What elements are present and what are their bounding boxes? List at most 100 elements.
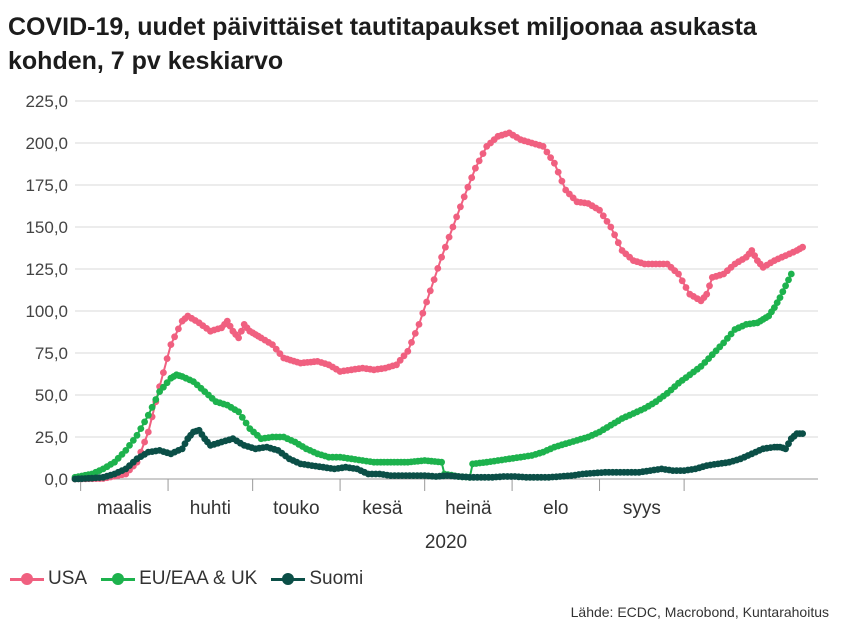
data-point (226, 322, 234, 330)
data-point (776, 294, 784, 301)
data-point (706, 282, 713, 290)
x-tick-label: touko (273, 498, 319, 519)
series-suomi (71, 426, 806, 483)
data-point (126, 442, 133, 449)
y-tick-label: 25,0 (35, 428, 68, 447)
data-point (678, 277, 686, 285)
x-axis-year-label: 2020 (425, 532, 467, 553)
data-point (423, 298, 430, 306)
data-point (163, 379, 171, 387)
data-point (144, 411, 152, 419)
data-point (543, 148, 551, 156)
legend-label: USA (48, 568, 88, 589)
data-point (785, 440, 792, 448)
data-point (720, 339, 727, 347)
x-tick-label: kesä (362, 498, 403, 519)
data-point (426, 287, 434, 295)
data-point (611, 231, 618, 239)
data-point (438, 458, 445, 466)
data-point (603, 218, 611, 225)
data-point (272, 345, 280, 353)
data-point (799, 430, 806, 437)
data-point (751, 252, 758, 259)
data-point (558, 177, 566, 185)
y-tick-label: 125,0 (25, 260, 68, 279)
y-axis-ticks: 0,0 25,0 50,0 75,0 100,0 125,0 150,0 175,0 200,0… (25, 92, 68, 489)
data-point (160, 369, 167, 376)
data-point (442, 243, 449, 251)
data-point (596, 206, 603, 214)
data-point (445, 233, 453, 241)
data-point (787, 270, 795, 278)
grid-lines (75, 100, 818, 438)
y-tick-label: 50,0 (35, 386, 68, 405)
data-point (181, 440, 189, 448)
legend-swatch (271, 572, 306, 586)
data-point (782, 282, 789, 290)
x-tick-label: heinä (445, 498, 492, 519)
legend-label: Suomi (309, 568, 364, 589)
data-point (269, 341, 276, 348)
data-point (460, 193, 468, 201)
data-point (152, 396, 160, 403)
data-point (799, 243, 806, 251)
data-point (468, 174, 476, 182)
data-point (276, 350, 284, 357)
data-point (675, 270, 682, 278)
data-point (175, 325, 182, 333)
data-point (472, 164, 479, 172)
y-tick-label: 75,0 (35, 344, 68, 363)
y-tick-label: 150,0 (25, 218, 68, 237)
data-point (554, 168, 562, 176)
data-point (144, 428, 152, 436)
chart-svg: 0,0 25,0 50,0 75,0 100,0 125,0 150,0 175,0 200,0… (25, 92, 818, 553)
data-point (235, 408, 243, 416)
data-point (607, 223, 615, 231)
data-point (475, 157, 483, 165)
source-note: Lähde: ECDC, Macrobond, Kuntarahoitus (570, 604, 829, 620)
data-point (141, 418, 149, 426)
data-point (400, 352, 408, 360)
data-point (430, 276, 438, 283)
data-point (396, 356, 404, 364)
y-tick-label: 100,0 (25, 302, 68, 321)
y-tick-label: 0,0 (44, 470, 68, 489)
x-tick-label: elo (543, 498, 568, 519)
data-point (547, 154, 554, 162)
data-point (415, 321, 423, 328)
data-point (419, 309, 427, 317)
x-axis-ticks: maalis huhti touko kesä heinä elo syys (80, 479, 685, 519)
data-point (129, 437, 137, 444)
data-point (163, 355, 171, 362)
data-point (551, 159, 558, 167)
data-point (137, 425, 145, 432)
data-point (235, 334, 243, 342)
data-point (171, 333, 179, 341)
data-point (727, 330, 735, 338)
data-point (133, 431, 141, 439)
series-eu-eaa-uk (71, 270, 795, 481)
data-point (748, 247, 756, 254)
data-point (122, 447, 130, 454)
data-point (779, 288, 787, 296)
y-tick-label: 225,0 (25, 92, 68, 111)
data-point (438, 253, 445, 261)
data-point (160, 383, 167, 391)
data-point (449, 223, 457, 231)
legend-label: EU/EAA & UK (139, 568, 258, 589)
data-point (785, 276, 792, 284)
data-point (703, 290, 711, 298)
data-point (682, 284, 690, 291)
data-point (404, 347, 412, 355)
series-usa (71, 129, 806, 483)
data-point (614, 239, 622, 247)
data-point (408, 339, 415, 346)
series-layer (71, 129, 806, 483)
data-point (453, 213, 460, 221)
chart-title: COVID-19, uudet päivittäiset tautitapauk… (8, 13, 757, 75)
data-point (167, 341, 175, 348)
data-point (411, 330, 419, 337)
legend-swatch (101, 572, 136, 586)
legend-item: EU/EAA & UK (101, 568, 257, 590)
x-tick-label: maalis (97, 498, 152, 519)
